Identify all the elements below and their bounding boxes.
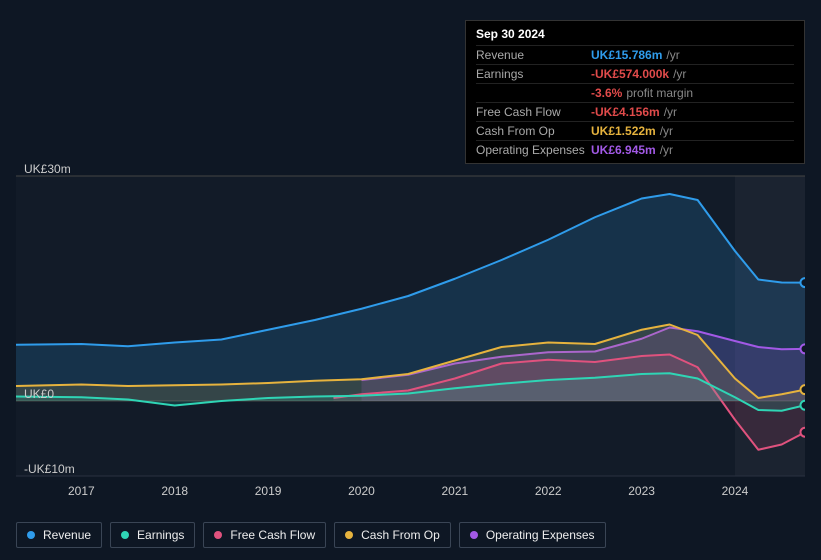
y-axis-label: UK£30m [24,162,71,176]
tooltip-row-value: -3.6% [591,86,622,100]
tooltip-row-label: Revenue [476,48,591,62]
tooltip-row-label: Operating Expenses [476,143,591,157]
legend-item[interactable]: Cash From Op [334,522,451,548]
tooltip-row: -3.6% profit margin [476,83,794,102]
legend: Revenue Earnings Free Cash Flow Cash From O… [16,522,606,548]
legend-label: Free Cash Flow [230,528,315,542]
x-axis-label: 2022 [535,484,562,498]
tooltip-row-value: UK£15.786m [591,48,662,62]
x-axis-label: 2021 [441,484,468,498]
tooltip-row: Cash From OpUK£1.522m/yr [476,121,794,140]
tooltip-row: RevenueUK£15.786m/yr [476,45,794,64]
legend-item[interactable]: Revenue [16,522,102,548]
x-axis-label: 2023 [628,484,655,498]
tooltip-row-value: -UK£4.156m [591,105,660,119]
x-axis-label: 2019 [255,484,282,498]
tooltip-row: Earnings-UK£574.000k/yr [476,64,794,83]
legend-dot-icon [27,531,35,539]
tooltip-row-unit: /yr [666,48,679,62]
y-axis-label: UK£0 [24,387,54,401]
tooltip-row-unit: /yr [660,124,673,138]
legend-label: Earnings [137,528,184,542]
legend-item[interactable]: Operating Expenses [459,522,606,548]
tooltip-row-value: UK£1.522m [591,124,656,138]
tooltip-row-label: Free Cash Flow [476,105,591,119]
legend-label: Operating Expenses [486,528,595,542]
tooltip-date: Sep 30 2024 [476,27,794,45]
data-tooltip: Sep 30 2024 RevenueUK£15.786m/yrEarnings… [465,20,805,164]
tooltip-row-unit: profit margin [626,86,693,100]
tooltip-row-label: Cash From Op [476,124,591,138]
tooltip-row-value: -UK£574.000k [591,67,669,81]
tooltip-row-value: UK£6.945m [591,143,656,157]
x-axis-label: 2020 [348,484,375,498]
legend-item[interactable]: Free Cash Flow [203,522,326,548]
legend-item[interactable]: Earnings [110,522,195,548]
tooltip-row-unit: /yr [660,143,673,157]
tooltip-row: Operating ExpensesUK£6.945m/yr [476,140,794,159]
x-axis-label: 2024 [722,484,749,498]
y-axis-label: -UK£10m [24,462,75,476]
legend-dot-icon [345,531,353,539]
tooltip-row: Free Cash Flow-UK£4.156m/yr [476,102,794,121]
x-axis-label: 2017 [68,484,95,498]
legend-dot-icon [470,531,478,539]
tooltip-row-unit: /yr [664,105,677,119]
x-axis-label: 2018 [161,484,188,498]
tooltip-row-unit: /yr [673,67,686,81]
legend-label: Revenue [43,528,91,542]
legend-dot-icon [214,531,222,539]
legend-dot-icon [121,531,129,539]
financial-chart: UK£30m UK£0 -UK£10m 2017 2018 2019 2020 2021 202… [16,160,805,500]
legend-label: Cash From Op [361,528,440,542]
tooltip-row-label: Earnings [476,67,591,81]
